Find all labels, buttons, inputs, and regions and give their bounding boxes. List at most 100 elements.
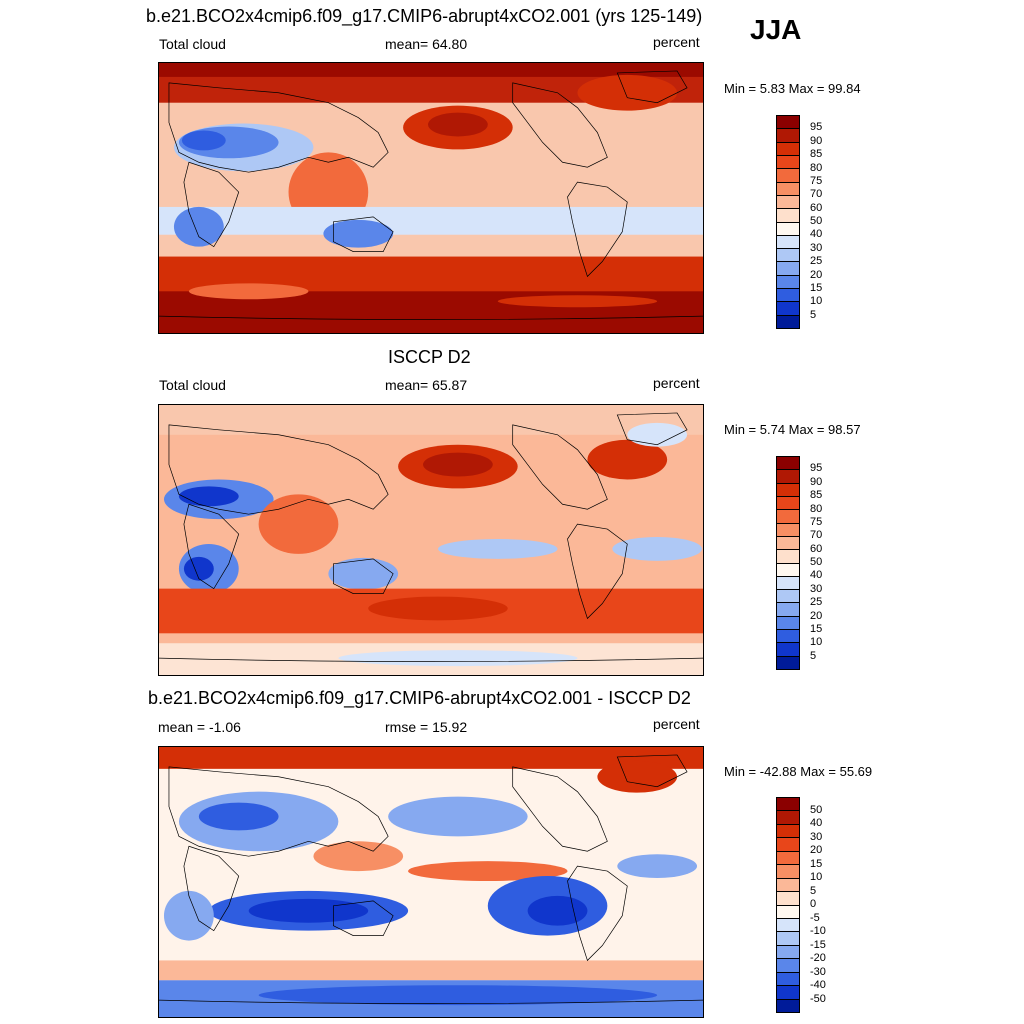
panel3-mean-label: mean = -1.06 bbox=[158, 719, 241, 735]
panel2-title: ISCCP D2 bbox=[388, 347, 471, 367]
colorbar-tick-label: 10 bbox=[810, 295, 823, 308]
colorbar-swatch bbox=[777, 457, 799, 471]
colorbar-tick-label: 85 bbox=[810, 148, 823, 161]
panel1-mean-label: mean= 64.80 bbox=[385, 36, 468, 52]
colorbar-swatch bbox=[777, 249, 799, 263]
colorbar-swatch bbox=[777, 905, 799, 919]
colorbar-tick-label: 25 bbox=[810, 596, 823, 609]
colorbar-swatch bbox=[777, 155, 799, 170]
colorbar-tick-label: 70 bbox=[810, 529, 823, 542]
colorbar-tick-label: 90 bbox=[810, 475, 823, 488]
panel1-map bbox=[158, 62, 704, 334]
colorbar-swatch bbox=[777, 918, 799, 933]
panel2-units-label: percent bbox=[653, 375, 700, 391]
colorbar-tick-label: 5 bbox=[810, 308, 817, 321]
panel3-colorbar bbox=[776, 797, 800, 1013]
colorbar-tick-label: -10 bbox=[810, 925, 826, 937]
colorbar-tick-label: 80 bbox=[810, 161, 823, 174]
colorbar-tick-label: 70 bbox=[810, 188, 823, 201]
colorbar-swatch bbox=[777, 999, 799, 1012]
colorbar-tick-label: 40 bbox=[810, 817, 823, 829]
colorbar-swatch bbox=[777, 550, 799, 564]
panel1-variable-label: Total cloud bbox=[159, 36, 226, 52]
colorbar-tick-label: 90 bbox=[810, 134, 823, 147]
colorbar-tick-label: 30 bbox=[810, 241, 823, 254]
colorbar-swatch bbox=[777, 824, 799, 839]
colorbar-tick-label: -5 bbox=[810, 911, 820, 924]
colorbar-tick-label: 60 bbox=[810, 542, 823, 555]
colorbar-swatch bbox=[777, 838, 799, 852]
colorbar-tick-label: -30 bbox=[810, 965, 826, 978]
colorbar-tick-label: 25 bbox=[810, 255, 823, 268]
panel1-title: b.e21.BCO2x4cmip6.f09_g17.CMIP6-abrupt4x… bbox=[146, 6, 703, 26]
colorbar-swatch bbox=[777, 932, 799, 946]
colorbar-tick-label: 0 bbox=[810, 898, 817, 910]
colorbar-swatch bbox=[777, 986, 799, 1000]
colorbar-tick-label: 20 bbox=[810, 609, 823, 622]
colorbar-swatch bbox=[777, 851, 799, 866]
colorbar-swatch bbox=[777, 959, 799, 973]
colorbar-tick-label: 75 bbox=[810, 174, 823, 187]
colorbar-swatch bbox=[777, 222, 799, 236]
colorbar-swatch bbox=[777, 142, 799, 156]
colorbar-swatch bbox=[777, 195, 799, 210]
colorbar-swatch bbox=[777, 496, 799, 511]
colorbar-tick-label: -15 bbox=[810, 938, 826, 951]
season-label: JJA bbox=[750, 14, 802, 45]
colorbar-tick-label: 5 bbox=[810, 884, 817, 897]
colorbar-tick-label: 5 bbox=[810, 649, 817, 662]
colorbar-swatch bbox=[777, 945, 799, 960]
colorbar-tick-label: 10 bbox=[810, 871, 823, 883]
colorbar-swatch bbox=[777, 510, 799, 524]
colorbar-swatch bbox=[777, 590, 799, 604]
colorbar-tick-label: 30 bbox=[810, 582, 823, 595]
colorbar-tick-label: 40 bbox=[810, 228, 823, 241]
colorbar-swatch bbox=[777, 656, 799, 669]
colorbar-swatch bbox=[777, 182, 799, 196]
colorbar-tick-label: -20 bbox=[810, 952, 826, 964]
colorbar-tick-label: 60 bbox=[810, 201, 823, 214]
panel3-map bbox=[158, 746, 704, 1018]
panel3-units-label: percent bbox=[653, 716, 700, 732]
colorbar-tick-label: 20 bbox=[810, 268, 823, 281]
colorbar-swatch bbox=[777, 129, 799, 143]
panel1-colorbar bbox=[776, 115, 800, 329]
colorbar-tick-label: 50 bbox=[810, 803, 823, 816]
colorbar-swatch bbox=[777, 630, 799, 644]
panel3-min-max: Min = -42.88 Max = 55.69 bbox=[724, 764, 873, 779]
panel2-variable-label: Total cloud bbox=[159, 377, 226, 393]
colorbar-swatch bbox=[777, 116, 799, 130]
colorbar-tick-label: 15 bbox=[810, 857, 823, 870]
panel2-colorbar bbox=[776, 456, 800, 670]
colorbar-tick-label: 40 bbox=[810, 569, 823, 582]
panel2-min-max: Min = 5.74 Max = 98.57 bbox=[724, 422, 861, 437]
colorbar-tick-label: 10 bbox=[810, 636, 823, 649]
panel3-title: b.e21.BCO2x4cmip6.f09_g17.CMIP6-abrupt4x… bbox=[148, 688, 691, 708]
colorbar-swatch bbox=[777, 878, 799, 893]
colorbar-tick-label: 95 bbox=[810, 462, 823, 475]
colorbar-swatch bbox=[777, 262, 799, 276]
colorbar-swatch bbox=[777, 275, 799, 290]
colorbar-swatch bbox=[777, 315, 799, 328]
colorbar-swatch bbox=[777, 616, 799, 631]
panel3-rmse-label: rmse = 15.92 bbox=[385, 719, 468, 735]
colorbar-tick-label: 20 bbox=[810, 844, 823, 856]
colorbar-tick-label: 75 bbox=[810, 515, 823, 528]
colorbar-swatch bbox=[777, 289, 799, 303]
colorbar-swatch bbox=[777, 643, 799, 657]
colorbar-swatch bbox=[777, 470, 799, 484]
panel2-mean-label: mean= 65.87 bbox=[385, 377, 468, 393]
colorbar-tick-label: 95 bbox=[810, 121, 823, 134]
colorbar-swatch bbox=[777, 483, 799, 497]
colorbar-swatch bbox=[777, 563, 799, 577]
colorbar-tick-label: -50 bbox=[810, 992, 826, 1005]
colorbar-swatch bbox=[777, 798, 799, 812]
colorbar-tick-label: 30 bbox=[810, 830, 823, 843]
panel2-map bbox=[158, 404, 704, 676]
colorbar-swatch bbox=[777, 302, 799, 316]
colorbar-swatch bbox=[777, 811, 799, 825]
colorbar-tick-label: 15 bbox=[810, 281, 823, 294]
colorbar-tick-label: 50 bbox=[810, 215, 823, 227]
colorbar-swatch bbox=[777, 169, 799, 183]
colorbar-tick-label: 80 bbox=[810, 502, 823, 515]
